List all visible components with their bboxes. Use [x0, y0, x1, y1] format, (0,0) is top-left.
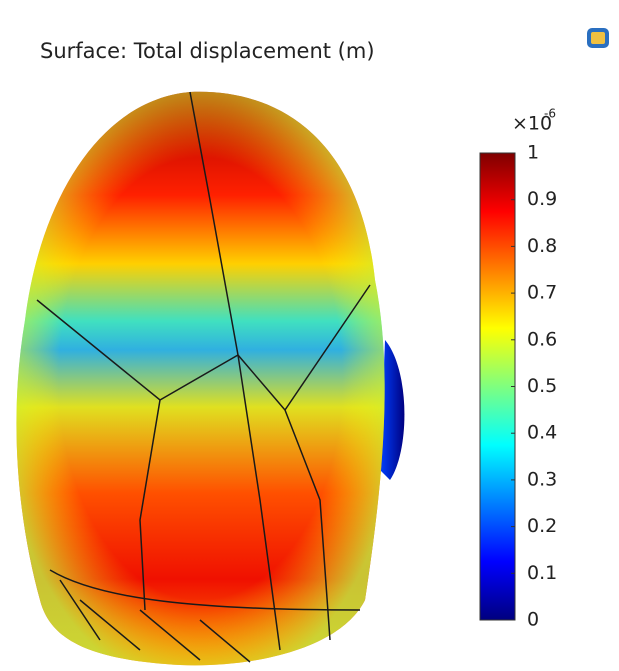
colorbar-tick-label: 1	[527, 142, 539, 164]
colorbar-exponent: -6	[544, 107, 556, 121]
colorbar-tick-label: 0.7	[527, 282, 557, 304]
surface-plot	[16, 92, 404, 666]
colorbar-tick-label: 0.9	[527, 188, 557, 210]
colorbar-tick-label: 0.8	[527, 235, 557, 257]
colorbar-tick-label: 0.6	[527, 328, 557, 350]
colorbar-tick-label: 0.5	[527, 375, 557, 397]
colorbar-tick-label: 0.1	[527, 562, 557, 584]
colorbar-tick-label: 0.2	[527, 515, 557, 537]
colorbar-tick-label: 0.4	[527, 422, 557, 444]
chart-title: Surface: Total displacement (m)	[40, 39, 375, 63]
chart: Surface: Total displacement (m) ×10 -6 0…	[0, 0, 619, 671]
app-icon	[587, 28, 609, 48]
colorbar-tick-label: 0	[527, 609, 539, 631]
colorbar	[480, 153, 515, 620]
colorbar-tick-label: 0.3	[527, 468, 557, 490]
